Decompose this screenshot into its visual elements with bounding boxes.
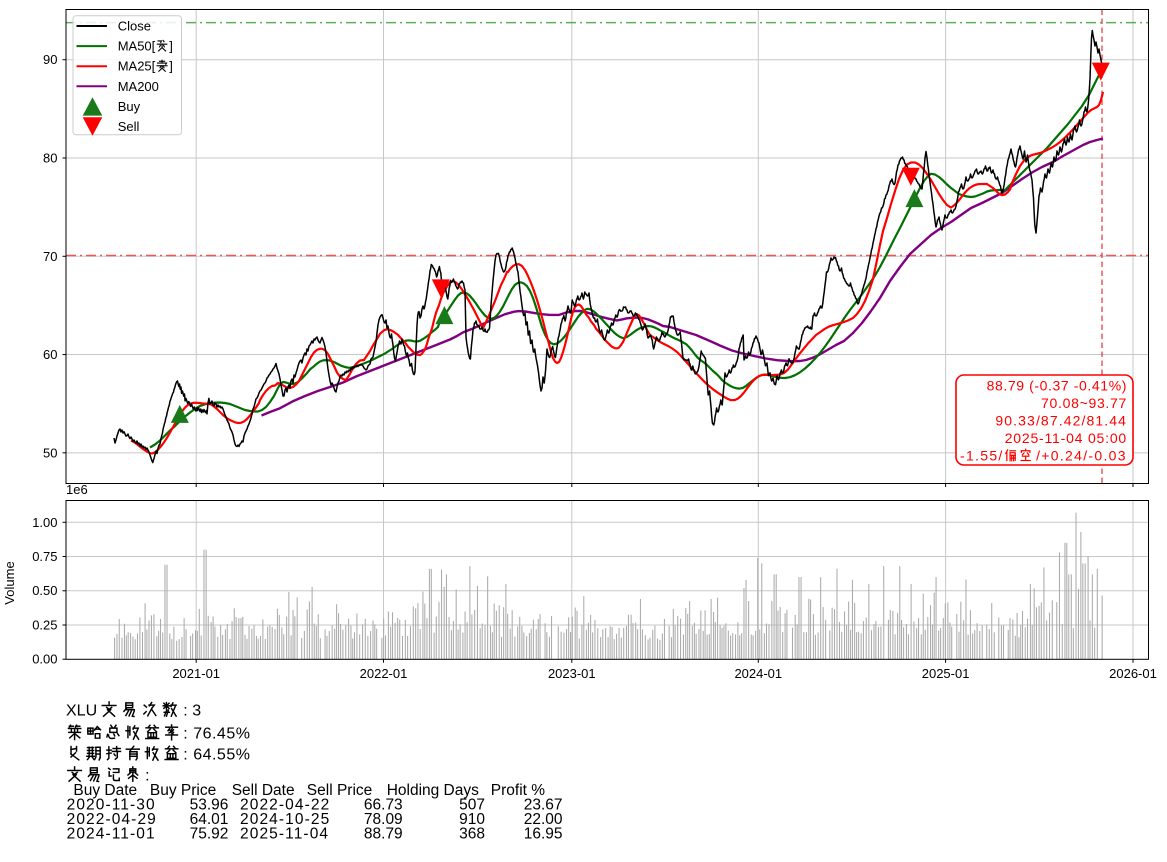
svg-text:2024-01: 2024-01 [734, 666, 782, 681]
svg-text:22.00: 22.00 [524, 811, 563, 828]
svg-text:: 64.55%: : 64.55% [183, 747, 250, 764]
svg-text:MA200: MA200 [118, 79, 159, 94]
svg-text:2020-11-30: 2020-11-30 [67, 797, 156, 814]
svg-text:368: 368 [459, 826, 485, 843]
svg-text:: 76.45%: : 76.45% [183, 726, 250, 743]
svg-text:60: 60 [43, 347, 57, 362]
svg-text:75.92: 75.92 [190, 826, 229, 843]
svg-text:]: ] [169, 39, 173, 54]
svg-text:Sell: Sell [118, 119, 140, 134]
svg-text:2025-11-04 05:00: 2025-11-04 05:00 [1005, 430, 1127, 446]
svg-text:70: 70 [43, 249, 57, 264]
svg-text:0.25: 0.25 [32, 618, 57, 633]
svg-text:]: ] [169, 59, 173, 74]
svg-text:Sell Date: Sell Date [232, 782, 295, 799]
svg-text:Sell Price: Sell Price [307, 782, 372, 799]
svg-text:Holding Days: Holding Days [387, 782, 479, 799]
svg-text:MA25[: MA25[ [118, 59, 156, 74]
svg-text:2024-11-01: 2024-11-01 [67, 826, 156, 843]
svg-text:910: 910 [459, 811, 485, 828]
svg-text:53.96: 53.96 [190, 797, 229, 814]
svg-text:80: 80 [43, 151, 57, 166]
svg-text:0.00: 0.00 [32, 652, 57, 667]
svg-text:2026-01: 2026-01 [1109, 666, 1157, 681]
svg-text:/+0.24/-0.03: /+0.24/-0.03 [1036, 448, 1127, 464]
svg-text::: : [145, 768, 149, 785]
svg-text:1e6: 1e6 [66, 482, 88, 497]
svg-text:2023-01: 2023-01 [548, 666, 596, 681]
svg-text:2022-04-29: 2022-04-29 [67, 811, 157, 828]
svg-text:50: 50 [43, 445, 57, 460]
svg-text:66.73: 66.73 [364, 797, 403, 814]
svg-text:507: 507 [459, 797, 485, 814]
svg-text:88.79 (-0.37 -0.41%): 88.79 (-0.37 -0.41%) [987, 378, 1127, 394]
svg-text:-1.55/: -1.55/ [960, 448, 1004, 464]
svg-text:16.95: 16.95 [524, 826, 563, 843]
svg-text:Buy Price: Buy Price [150, 782, 216, 799]
svg-text:2021-01: 2021-01 [172, 666, 220, 681]
svg-text:Profit %: Profit % [491, 782, 545, 799]
svg-text:2024-10-25: 2024-10-25 [240, 811, 330, 828]
svg-text:Buy: Buy [118, 99, 141, 114]
svg-text:88.79: 88.79 [364, 826, 403, 843]
svg-text:2022-04-22: 2022-04-22 [240, 797, 330, 814]
svg-text:64.01: 64.01 [190, 811, 229, 828]
svg-text:0.75: 0.75 [32, 549, 57, 564]
svg-text:2025-01: 2025-01 [922, 666, 970, 681]
svg-text:90.33/87.42/81.44: 90.33/87.42/81.44 [995, 413, 1127, 429]
svg-text:2022-01: 2022-01 [360, 666, 408, 681]
svg-text:70.08~93.77: 70.08~93.77 [1041, 395, 1127, 411]
svg-text:23.67: 23.67 [524, 797, 563, 814]
svg-text:Buy Date: Buy Date [73, 782, 137, 799]
svg-text:78.09: 78.09 [364, 811, 403, 828]
svg-text:Volume: Volume [2, 561, 17, 604]
svg-text:MA50[: MA50[ [118, 39, 156, 54]
svg-text:0.50: 0.50 [32, 583, 57, 598]
svg-text:Close: Close [118, 19, 151, 34]
svg-text:1.00: 1.00 [32, 515, 57, 530]
svg-text:90: 90 [43, 52, 57, 67]
svg-text:2025-11-04: 2025-11-04 [240, 826, 329, 843]
